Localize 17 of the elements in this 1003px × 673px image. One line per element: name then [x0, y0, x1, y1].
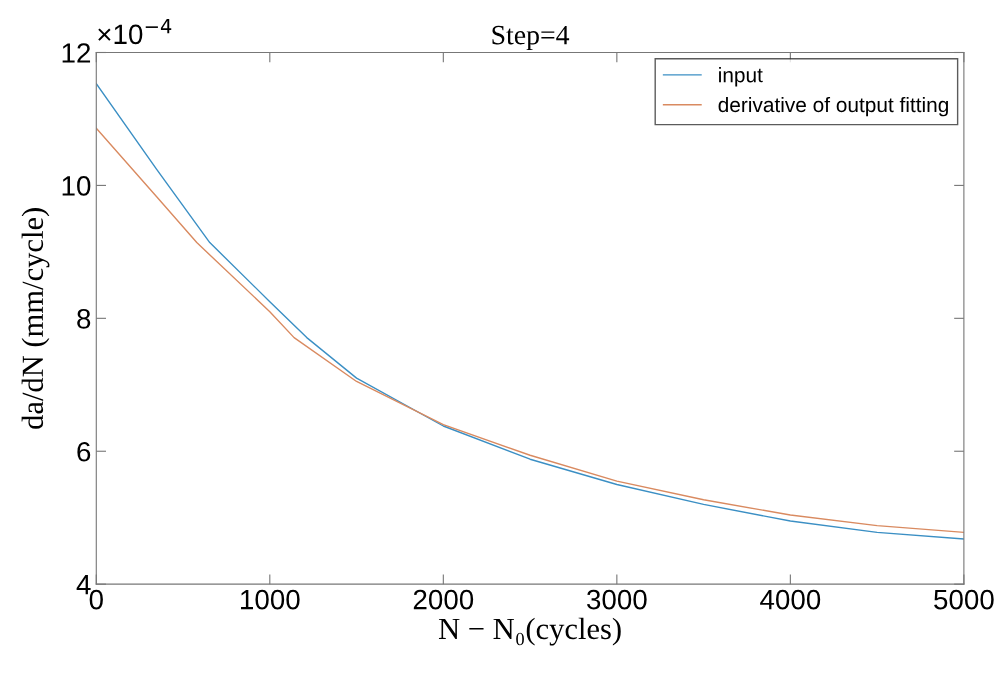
y-tick-label: 4 — [76, 575, 91, 595]
text: ×10$^{−4}$ — [98, 19, 172, 45]
x-tick-label: 4000 — [760, 589, 821, 610]
x-tick-label: 3000 — [587, 589, 647, 610]
y-tick-label: 10 — [62, 176, 91, 196]
y-tick-label: 12 — [62, 43, 91, 63]
x-tick-label: 2000 — [413, 589, 474, 610]
x-tick-label: 1000 — [241, 589, 300, 610]
x-tick-label: 0 — [89, 589, 103, 610]
legend-label: input — [719, 67, 763, 87]
x-tick-label: 5000 — [934, 589, 994, 610]
y-tick-label: 6 — [77, 441, 91, 462]
legend-label: derivative of output fitting — [718, 96, 948, 117]
chart-title: Step=4 — [492, 25, 570, 51]
y-axis-title: da/dN (mm/cycle) — [21, 208, 50, 429]
x-axis-title: N − N₀(cycles) — [438, 617, 621, 646]
y-tick-label: 8 — [77, 309, 91, 329]
